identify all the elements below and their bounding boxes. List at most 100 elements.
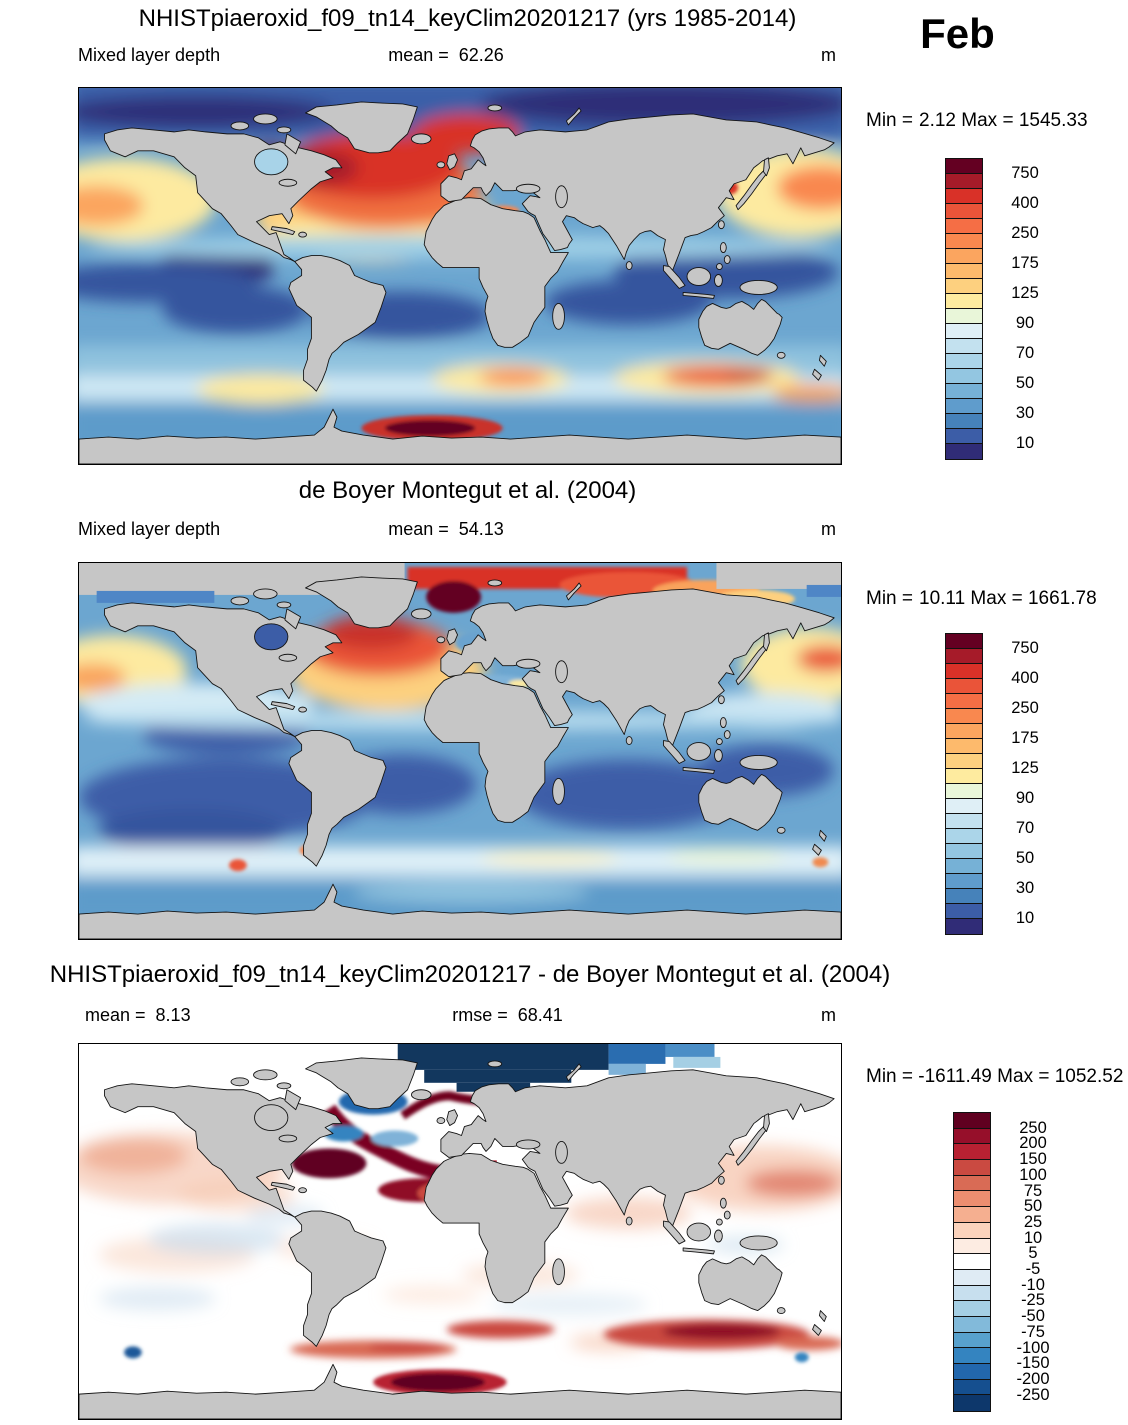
colorbar-tick-label: 70	[1015, 819, 1035, 837]
colorbar-tick-label: 30	[1015, 879, 1035, 897]
colorbar-tick-label: -150	[1016, 1354, 1050, 1373]
colorbar-cell	[954, 1238, 990, 1255]
world-map-diff-svg	[79, 1044, 841, 1419]
colorbar-tick-label: 750	[1011, 164, 1039, 182]
colorbar-mld-obs: 750 400 250 175 125 90 70 50 30 10	[945, 633, 1085, 936]
colorbar-cell	[946, 174, 982, 189]
colorbar-diff: 250 200 150 100 75 50 25 10 5 -5 -10 -25 -50 -75 -100-…	[953, 1112, 1093, 1414]
colorbar-tick-label: 100	[1019, 1165, 1047, 1184]
panel1-mean: mean = 62.26	[341, 45, 551, 66]
colorbar-cell	[954, 1191, 990, 1208]
rmse-label: rmse =	[452, 1005, 508, 1025]
colorbar-cell	[946, 709, 982, 724]
colorbar-tick-label: 125	[1011, 759, 1039, 777]
panel2-field-label: Mixed layer depth	[78, 519, 221, 539]
colorbar-tick-label: 75	[1023, 1181, 1043, 1200]
colorbar-cell	[946, 829, 982, 844]
month-label: Feb	[920, 10, 995, 57]
rmse-value: 68.41	[517, 1005, 563, 1025]
colorbar-tick-label: 400	[1011, 194, 1039, 212]
colorbar-cell	[946, 679, 982, 694]
min-value: 10.11	[919, 588, 966, 609]
max-value: 1052.52	[1054, 1066, 1124, 1087]
colorbar-cell	[954, 1160, 990, 1176]
colorbar-tick-label: -75	[1021, 1322, 1045, 1341]
colorbar-tick-label: -200	[1016, 1369, 1050, 1388]
colorbar-cell	[954, 1348, 990, 1364]
colorbar-cell	[946, 754, 982, 769]
colorbar-cell	[946, 414, 982, 429]
max-value: 1545.33	[1018, 110, 1088, 131]
colorbar-tick-label: 175	[1011, 254, 1039, 272]
colorbar-tick-label: 70	[1015, 344, 1035, 362]
panel1-unit-label: m	[821, 45, 836, 65]
colorbar-cell	[946, 219, 982, 234]
max-label: Max =	[961, 110, 1014, 131]
min-label: Min =	[866, 110, 913, 131]
colorbar-tick-label: 90	[1015, 789, 1035, 807]
colorbar-cell	[954, 1113, 990, 1129]
colorbar-tick-label: 50	[1015, 374, 1035, 392]
colorbar-cell	[946, 339, 982, 354]
world-map-model-svg	[79, 88, 841, 464]
colorbar-cell	[954, 1175, 990, 1192]
colorbar-tick-label: 150	[1019, 1150, 1047, 1169]
mean-label: mean =	[85, 1005, 146, 1025]
colorbar-cell	[946, 649, 982, 664]
mean-value: 54.13	[458, 519, 504, 539]
panel2-mean: mean = 54.13	[341, 519, 551, 540]
colorbar-cell	[946, 309, 982, 324]
ocean-field-smooth	[79, 88, 841, 451]
colorbar-cell	[954, 1254, 990, 1270]
colorbar-cell	[946, 354, 982, 369]
colorbar-cell	[954, 1301, 990, 1317]
colorbar-tick-label: 30	[1015, 404, 1035, 422]
colorbar-tick-label: -250	[1016, 1385, 1050, 1404]
colorbar-tick-label: -25	[1021, 1291, 1045, 1310]
colorbar-cell	[946, 429, 982, 444]
hudson-bay	[254, 623, 289, 651]
colorbar-cell	[946, 634, 982, 649]
panel3-mean: mean = 8.13	[85, 1005, 191, 1026]
colorbar-tick-label: 50	[1023, 1197, 1043, 1216]
colorbar-tick-label: 250	[1011, 699, 1039, 717]
panel1-field-label: Mixed layer depth	[78, 45, 221, 65]
colorbar-cell	[954, 1269, 990, 1286]
colorbar-tick-label: -50	[1021, 1307, 1045, 1326]
mean-value: 8.13	[155, 1005, 191, 1025]
colorbar-tick-label: 10	[1015, 434, 1035, 452]
min-value: -1611.49	[918, 1066, 992, 1087]
colorbar-cell	[946, 399, 982, 414]
colorbar-tick-label: 10	[1023, 1228, 1043, 1247]
colorbar-cell	[954, 1128, 990, 1145]
colorbar-cell	[946, 664, 982, 679]
colorbar-cell	[954, 1395, 990, 1412]
colorbar-cell	[946, 264, 982, 279]
colorbar-cell	[946, 874, 982, 889]
colorbar-cell	[946, 844, 982, 859]
panel2-stats-row: Mixed layer depth mean = 54.13 m	[0, 519, 1128, 541]
colorbar-cell	[954, 1316, 990, 1333]
colorbar-cell	[946, 384, 982, 399]
panel2-unit-label: m	[821, 519, 836, 539]
colorbar-cell	[946, 724, 982, 739]
colorbar-tick-label: -10	[1021, 1275, 1045, 1294]
map-obs	[78, 562, 842, 940]
panel3-unit-label: m	[821, 1005, 836, 1025]
colorbar-swatches	[945, 158, 983, 460]
colorbar-cell	[946, 799, 982, 814]
colorbar-cell	[954, 1379, 990, 1396]
map-model	[78, 87, 842, 465]
panel3-title: NHISTpiaeroxid_f09_tn14_keyClim20201217 …	[49, 961, 891, 988]
max-label: Max =	[970, 588, 1023, 609]
mean-value: 62.26	[458, 45, 504, 65]
colorbar-tick-label: 125	[1011, 284, 1039, 302]
min-label: Min =	[866, 588, 913, 609]
colorbar-cell	[946, 694, 982, 709]
colorbar-cell	[946, 279, 982, 294]
colorbar-cell	[946, 904, 982, 919]
colorbar-cell	[946, 444, 982, 459]
colorbar-cell	[946, 249, 982, 264]
colorbar-cell	[946, 814, 982, 829]
